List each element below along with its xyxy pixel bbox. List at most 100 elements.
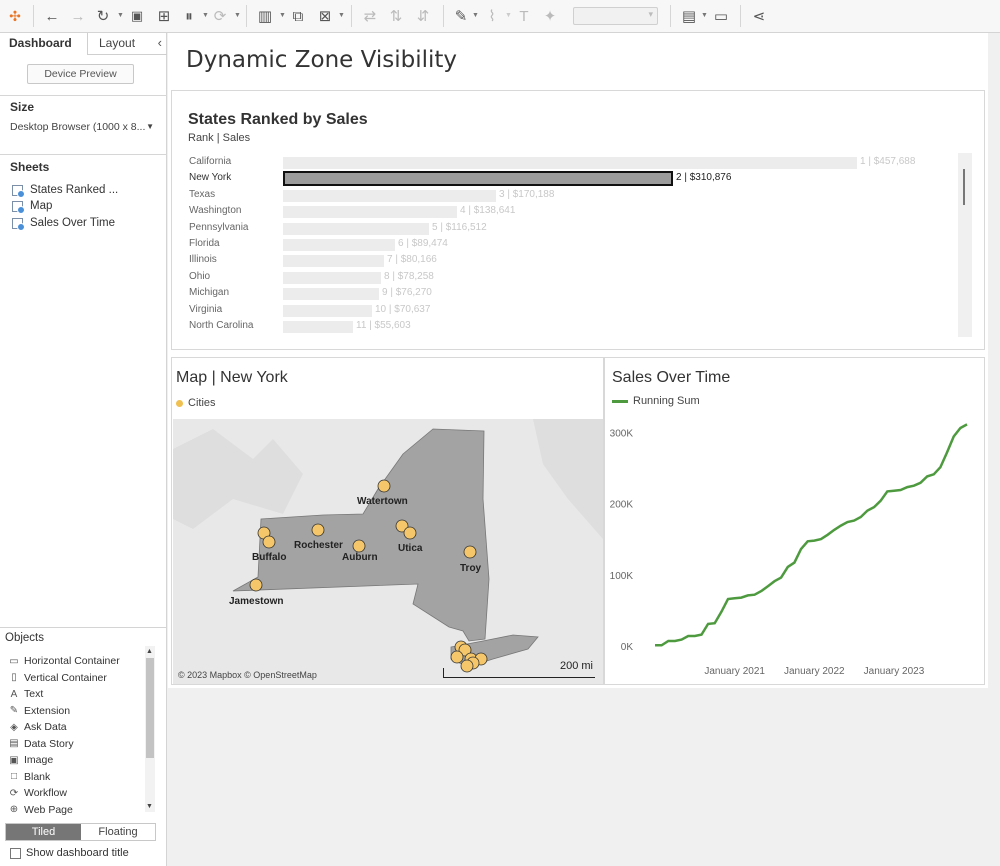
map-view[interactable]: Watertown Rochester Buffalo Auburn Utica…: [173, 419, 603, 684]
tiled-floating-toggle: Tiled Floating: [5, 823, 156, 841]
new-worksheet-icon[interactable]: ▥: [257, 8, 273, 25]
rank-bar[interactable]: [283, 239, 395, 251]
state-label[interactable]: Michigan: [189, 287, 230, 299]
object-item[interactable]: ▭ Horizontal Container: [8, 655, 119, 667]
state-label[interactable]: Texas: [189, 188, 216, 200]
clear-icon[interactable]: ⊠: [318, 8, 332, 25]
state-label[interactable]: Ohio: [189, 270, 211, 282]
pin-icon[interactable]: ✦: [543, 8, 557, 25]
save-icon[interactable]: ▣: [130, 8, 144, 23]
fit-select[interactable]: [573, 7, 658, 25]
show-title-option[interactable]: Show dashboard title: [10, 847, 129, 859]
sales-over-time-zone[interactable]: Sales Over Time Running Sum 0K 100K 200K 30…: [604, 357, 985, 685]
state-label[interactable]: Pennsylvania: [189, 221, 249, 233]
redo-icon[interactable]: →: [70, 7, 86, 25]
city-point[interactable]: [450, 650, 464, 664]
city-point[interactable]: [395, 519, 409, 533]
rank-bar[interactable]: [283, 288, 379, 301]
undo-icon[interactable]: ←: [44, 7, 60, 25]
state-label[interactable]: Florida: [189, 238, 220, 249]
floating-button[interactable]: Floating: [98, 826, 138, 838]
rank-bar[interactable]: [283, 222, 429, 235]
city-point[interactable]: [403, 526, 417, 540]
sheet-item-map[interactable]: Map: [12, 200, 52, 214]
size-select[interactable]: Desktop Browser (1000 x 8... ▼: [10, 121, 154, 137]
state-label[interactable]: Washington: [189, 205, 242, 217]
rank-bar[interactable]: [283, 189, 496, 202]
tableau-logo-icon[interactable]: ✣: [9, 7, 21, 24]
city-point[interactable]: [311, 523, 325, 537]
swap-icon[interactable]: ⇄: [363, 8, 377, 25]
tab-layout[interactable]: Layout: [99, 36, 136, 50]
object-item[interactable]: □ Blank: [8, 771, 50, 783]
object-item[interactable]: ⟳ Workflow: [8, 787, 67, 799]
objects-scrollbar[interactable]: ▲ ▼: [145, 646, 155, 812]
map-svg: [173, 419, 603, 673]
rank-bar[interactable]: [283, 271, 381, 284]
state-label[interactable]: North Carolina: [189, 320, 254, 331]
states-ranked-zone[interactable]: States Ranked by Sales Rank | Sales Cali…: [171, 90, 985, 350]
scrollbar-thumb[interactable]: [963, 169, 965, 205]
object-item[interactable]: ✎ Extension: [8, 705, 70, 717]
sort-desc-icon[interactable]: ⇵: [416, 8, 430, 25]
rank-bar[interactable]: [283, 255, 384, 268]
rank-bar[interactable]: [283, 304, 372, 317]
object-item[interactable]: ▯ Vertical Container: [8, 672, 107, 684]
attach-icon[interactable]: ⌇: [488, 8, 496, 25]
show-title-checkbox[interactable]: [10, 847, 21, 859]
chevron-down-icon[interactable]: ▼: [472, 12, 479, 19]
ranked-scrollbar[interactable]: [958, 153, 972, 337]
state-label[interactable]: Virginia: [189, 303, 223, 315]
state-label[interactable]: New York: [189, 172, 232, 184]
city-point[interactable]: [458, 643, 472, 657]
presentation-icon[interactable]: ▭: [713, 8, 729, 25]
rank-bar[interactable]: [283, 171, 673, 187]
object-item[interactable]: ▣ Image: [8, 754, 53, 766]
pause-icon[interactable]: ⏸: [185, 7, 193, 25]
replay-icon[interactable]: ↻: [96, 8, 110, 25]
rank-bar[interactable]: [283, 157, 857, 169]
sheet-item-sales-over-time[interactable]: Sales Over Time: [12, 217, 115, 231]
tab-dashboard[interactable]: Dashboard: [0, 33, 88, 55]
city-point[interactable]: [377, 479, 391, 493]
duplicate-icon[interactable]: ⧉: [292, 7, 304, 25]
text-icon[interactable]: T: [519, 7, 529, 25]
sales-chart[interactable]: 0K 100K 200K 300K January 2021 January 2022 Ja…: [605, 358, 984, 684]
object-item[interactable]: ⊕ Web Page: [8, 804, 73, 816]
chevron-down-icon[interactable]: ▼: [234, 12, 241, 19]
city-point[interactable]: [249, 578, 263, 592]
chevron-down-icon[interactable]: ▼: [202, 12, 209, 19]
city-point[interactable]: [460, 659, 474, 673]
sheet-item-states-ranked[interactable]: States Ranked ...: [12, 184, 118, 198]
city-point[interactable]: [352, 539, 366, 553]
state-label[interactable]: California: [189, 156, 232, 167]
scrollbar-thumb[interactable]: [146, 658, 154, 758]
collapse-panel-icon[interactable]: ‹: [157, 35, 162, 50]
rank-bar[interactable]: [283, 321, 353, 333]
sort-asc-icon[interactable]: ⇅: [389, 8, 403, 25]
city-point[interactable]: [262, 535, 276, 549]
rank-bar[interactable]: [283, 206, 457, 219]
chevron-down-icon[interactable]: ▼: [117, 12, 124, 19]
running-sum-line[interactable]: [655, 423, 968, 647]
chevron-down-icon[interactable]: ▼: [701, 12, 708, 19]
highlight-icon[interactable]: ✎: [454, 8, 468, 25]
device-preview-button[interactable]: Device Preview: [27, 64, 134, 84]
map-attribution[interactable]: © 2023 Mapbox © OpenStreetMap: [178, 670, 317, 680]
chevron-down-icon[interactable]: ▼: [279, 12, 286, 19]
chevron-down-icon[interactable]: ▼: [338, 12, 345, 19]
share-icon[interactable]: ⋖: [752, 8, 766, 25]
new-datasource-icon[interactable]: ⊞: [157, 8, 171, 25]
tiled-button[interactable]: Tiled: [6, 824, 81, 840]
chevron-down-icon[interactable]: ▼: [505, 12, 512, 19]
object-item[interactable]: ◈ Ask Data: [8, 721, 66, 733]
state-label[interactable]: Illinois: [189, 254, 217, 266]
refresh-icon[interactable]: ⟳: [213, 8, 227, 25]
object-item[interactable]: A Text: [8, 688, 44, 700]
scroll-up-icon[interactable]: ▲: [146, 648, 153, 655]
city-point[interactable]: [463, 545, 477, 559]
scroll-down-icon[interactable]: ▼: [146, 803, 153, 810]
object-item[interactable]: ▤ Data Story: [8, 738, 73, 750]
show-me-icon[interactable]: ▤: [681, 8, 697, 25]
map-zone[interactable]: Map | New York Cities Watertown Rocheste…: [171, 357, 604, 685]
